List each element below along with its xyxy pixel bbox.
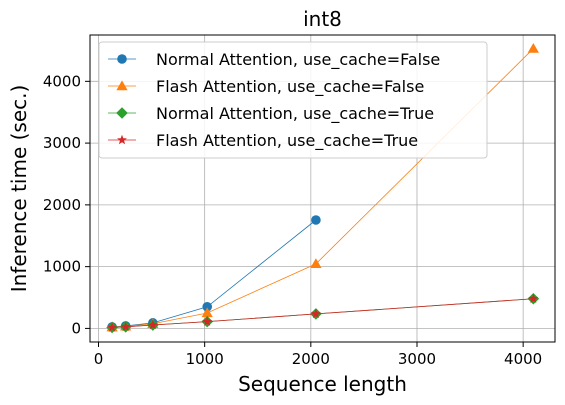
ticks: 0 1000 2000 3000 4000 0 1000 2000 3000 4000 [43, 72, 542, 368]
data-point [528, 293, 539, 303]
data-point [311, 215, 321, 225]
data-point [527, 42, 539, 53]
series-line [112, 219, 317, 328]
legend-marker [117, 134, 127, 145]
data-point [147, 319, 158, 330]
y-tick-label: 0 [71, 319, 81, 337]
data-point [310, 258, 322, 269]
x-tick-label: 3000 [398, 350, 436, 368]
data-point [201, 307, 213, 318]
legend-label: Normal Attention, use_cache=False [156, 50, 440, 70]
legend-label: Flash Attention, use_cache=False [156, 77, 424, 97]
series-line [112, 298, 534, 328]
legend: Normal Attention, use_cache=False Flash A… [98, 41, 488, 159]
plot-frame [89, 34, 556, 343]
legend-marker [116, 107, 128, 119]
chart-title: int8 [303, 7, 342, 31]
data-point [202, 301, 213, 312]
legend-label: Flash Attention, use_cache=True [156, 131, 418, 151]
y-tick-label: 4000 [43, 72, 81, 90]
x-tick-label: 0 [94, 350, 104, 368]
data-point [120, 321, 131, 332]
legend-item: Flash Attention, use_cache=False [108, 77, 424, 97]
legend-box [98, 41, 488, 159]
series-4 [107, 293, 539, 332]
data-point [202, 316, 213, 326]
x-tick-label: 2000 [292, 350, 330, 368]
legend-label: Normal Attention, use_cache=True [156, 104, 434, 124]
y-tick-label: 3000 [43, 134, 81, 152]
series-1 [107, 215, 321, 332]
data-point [107, 322, 118, 332]
legend-marker [117, 54, 127, 64]
legend-item: Flash Attention, use_cache=True [108, 131, 418, 151]
legend-item: Normal Attention, use_cache=False [108, 50, 440, 70]
x-axis-label: Sequence length [238, 372, 407, 396]
x-tick-label: 4000 [504, 350, 542, 368]
y-tick-label: 1000 [43, 258, 81, 276]
y-tick-label: 2000 [43, 196, 81, 214]
series-layer [106, 42, 540, 334]
data-point [310, 308, 321, 319]
x-tick-label: 1000 [186, 350, 224, 368]
y-axis-label: Inference time (sec.) [7, 85, 31, 293]
legend-marker [116, 80, 128, 91]
legend-item: Normal Attention, use_cache=True [108, 104, 434, 124]
